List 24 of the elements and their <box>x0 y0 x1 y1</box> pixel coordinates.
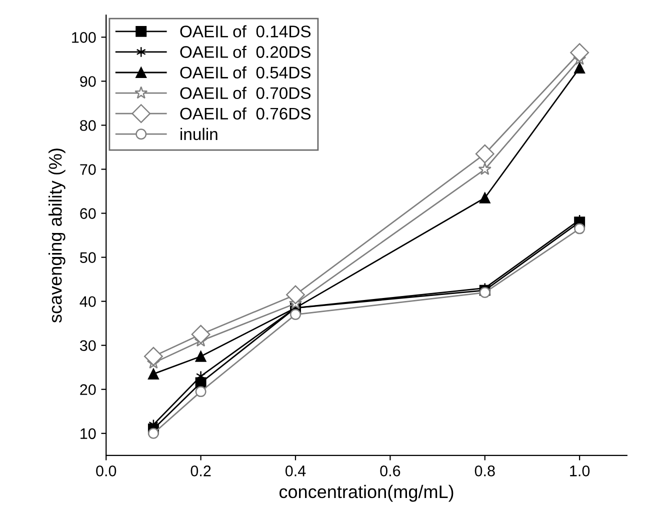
x-axis-title: concentration(mg/mL) <box>279 484 454 502</box>
x-tick-label: 0.2 <box>190 466 211 476</box>
legend-label: OAEIL of 0.20DS <box>180 46 311 58</box>
y-tick-label: 100 <box>72 32 96 43</box>
legend-label: OAEIL of 0.70DS <box>180 86 311 100</box>
y-tick-label: 20 <box>80 384 96 396</box>
legend-label: OAEIL of 0.76DS <box>180 107 311 120</box>
y-tick-label: 30 <box>80 340 96 352</box>
y-tick-label: 70 <box>80 164 96 175</box>
x-tick-label: 0.6 <box>380 466 400 476</box>
y-axis-title: scavenging ability (%) <box>48 148 66 323</box>
y-tick-label: 10 <box>80 428 96 440</box>
x-tick-label: 1.0 <box>570 466 590 476</box>
y-tick-label: 90 <box>80 76 96 87</box>
legend-label: OAEIL of 0.14DS <box>180 25 311 38</box>
y-tick-label: 50 <box>80 252 96 263</box>
y-tick-label: 40 <box>80 296 96 308</box>
legend-label: OAEIL of 0.54DS <box>180 66 311 78</box>
y-tick-label: 80 <box>80 120 96 131</box>
x-tick-label: 0.4 <box>285 466 306 476</box>
x-tick-label: 0.8 <box>474 466 495 476</box>
legend-label: inulin <box>180 128 218 140</box>
y-tick-label: 60 <box>80 208 96 219</box>
x-tick-label: 0.0 <box>96 466 116 476</box>
